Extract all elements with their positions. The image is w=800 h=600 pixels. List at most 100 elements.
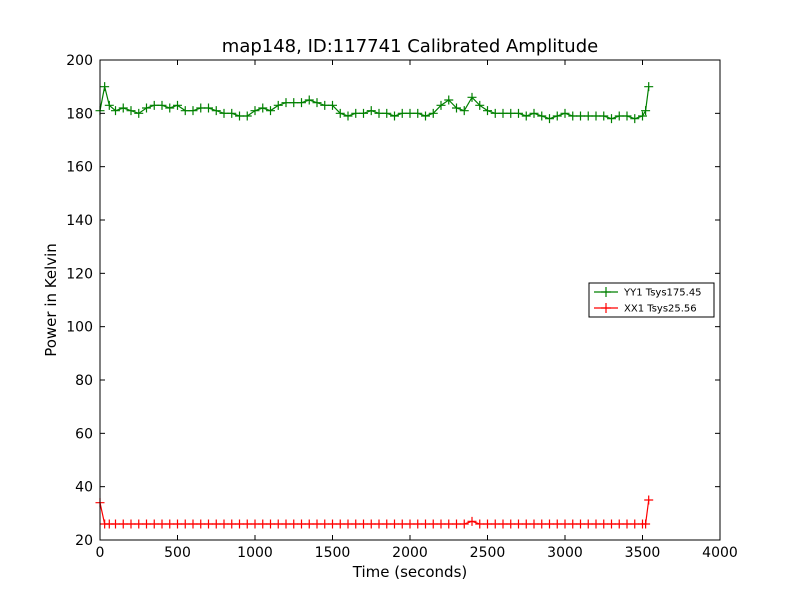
data-point [281,519,291,529]
data-point [173,519,182,529]
data-point [529,108,539,118]
chart-title: map148, ID:117741 Calibrated Amplitude [222,36,598,57]
data-point [560,519,570,529]
y-tick-label: 120 [66,266,93,282]
data-point [196,519,206,529]
x-tick-label: 3500 [625,545,661,561]
data-point [436,519,446,529]
data-point [297,519,306,529]
data-point [250,519,260,529]
x-tick-label: 500 [164,545,191,561]
data-point [614,519,624,529]
data-point [343,111,353,121]
data-point [235,111,244,121]
data-point [297,98,306,108]
data-point [498,519,508,529]
data-point [227,108,237,118]
data-point [459,106,469,116]
legend-label-xx1: XX1 Tsys25.56 [624,304,697,315]
data-point [142,103,151,113]
ticks-layer: 0 500 1000 1500 2000 2500 3000 3500 4000 20 40 60 80… [66,53,738,561]
data-point [599,111,609,121]
data-point [242,519,252,529]
data-point [204,519,213,529]
data-point [111,519,120,529]
data-point [382,108,392,118]
data-point [644,495,654,505]
data-point [622,519,632,529]
data-point [459,519,469,529]
data-point [614,111,624,121]
data-point [304,519,314,529]
data-point [599,519,609,529]
data-point [483,519,492,529]
data-point [413,519,423,529]
data-point [328,519,337,529]
data-point [242,111,252,121]
data-point [142,519,151,529]
data-point [607,114,616,124]
data-point [320,519,330,529]
data-point [366,106,376,116]
data-point [583,519,593,529]
data-point [583,111,593,121]
data-point [273,100,283,110]
series-1 [95,495,654,529]
data-point [126,106,136,116]
y-tick-label: 140 [66,213,93,229]
data-point [118,519,128,529]
data-point [397,519,407,529]
data-point [149,519,159,529]
x-tick-label: 1500 [315,545,351,561]
data-point [266,106,275,116]
data-point [157,100,167,110]
data-point [165,519,175,529]
data-point [266,519,275,529]
data-point [374,108,384,118]
legend-label-yy1: YY1 Tsys175.45 [623,288,702,299]
data-point [576,519,585,529]
data-point [475,519,485,529]
x-tick-label: 4000 [702,545,738,561]
data-point [273,519,283,529]
data-point [180,106,190,116]
data-point [537,519,547,529]
y-tick-label: 180 [66,106,93,122]
data-point [312,519,322,529]
data-point [436,100,446,110]
data-point [452,103,461,113]
x-tick-label: 1000 [237,545,273,561]
data-point [638,111,647,121]
data-point [421,519,430,529]
data-point [467,92,477,102]
data-point [118,103,128,113]
data-point [235,519,244,529]
data-point [335,108,345,118]
data-point [467,516,477,526]
data-point [165,103,175,113]
x-tick-label: 0 [96,545,105,561]
legend-marker [601,287,611,297]
data-point [630,114,640,124]
data-point [506,519,516,529]
plot-frame [99,59,721,541]
data-point [328,100,337,110]
data-point [490,519,500,529]
data-point [591,519,601,529]
data-point [219,519,229,529]
y-tick-label: 160 [66,160,93,176]
data-point [281,98,291,108]
data-point [188,106,198,116]
data-point [428,108,438,118]
data-point [421,111,430,121]
data-point [211,106,221,116]
data-point [405,108,415,118]
data-point [351,519,361,529]
data-point [312,98,322,108]
data-point [490,108,500,118]
data-point [304,95,314,105]
data-point [126,519,136,529]
data-point [111,106,120,116]
y-axis-title: Power in Kelvin [42,243,60,357]
data-point [607,519,616,529]
